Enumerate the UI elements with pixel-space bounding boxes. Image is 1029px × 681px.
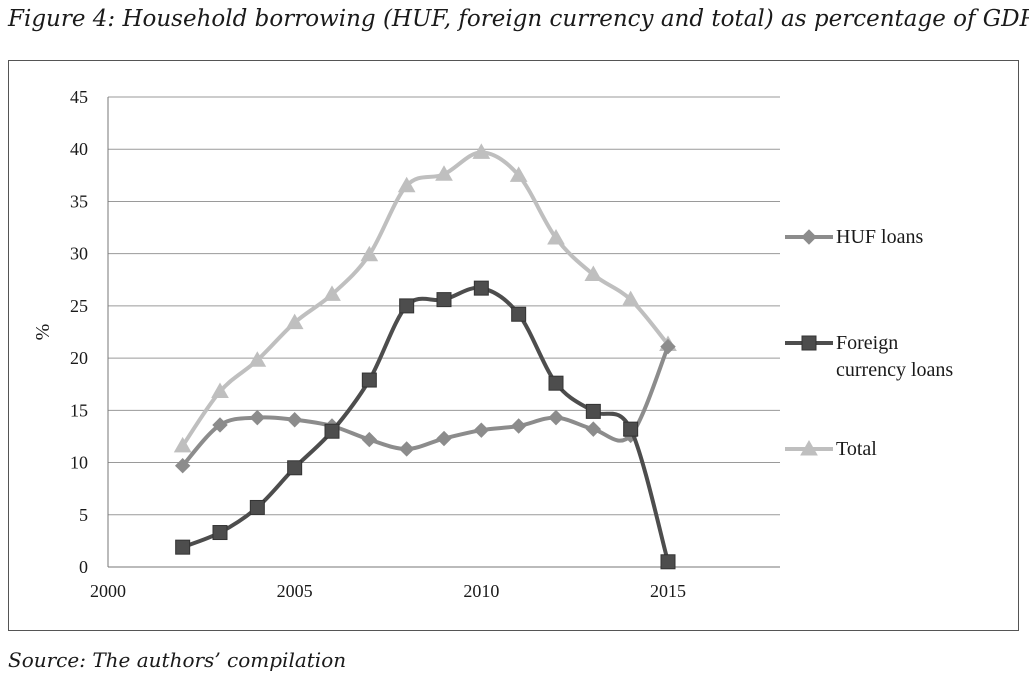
data-point-foreign-currency-loans xyxy=(660,554,676,570)
x-tick-label: 2000 xyxy=(90,581,126,601)
data-point-foreign-currency-loans xyxy=(175,539,191,555)
data-point-huf-loans xyxy=(585,421,602,437)
data-point-huf-loans xyxy=(174,457,191,474)
x-tick-label: 2010 xyxy=(463,581,499,601)
y-tick-label: 40 xyxy=(70,139,88,159)
data-point-huf-loans xyxy=(510,418,527,434)
data-point-foreign-currency-loans xyxy=(511,306,527,322)
data-point-total xyxy=(248,351,267,367)
chart-frame: 0 5 10 15 20 25 30 35 40 45 2000 2005 2010 2015% HUF l… xyxy=(8,60,1019,631)
data-point-huf-loans xyxy=(660,338,676,355)
data-point-total xyxy=(173,436,192,453)
data-point-foreign-currency-loans xyxy=(399,298,415,314)
line-chart: 0 5 10 15 20 25 30 35 40 45 2000 2005 2010 2015% HUF l… xyxy=(32,87,953,601)
y-tick-label: 20 xyxy=(70,348,88,368)
data-point-total xyxy=(435,165,453,181)
y-tick-label: 0 xyxy=(79,557,88,577)
figure-title: Figure 4: Household borrowing (HUF, fore… xyxy=(8,6,1029,32)
data-point-huf-loans xyxy=(286,412,303,428)
legend-label-foreign-currency-loans: Foreign currency loans xyxy=(836,332,953,381)
data-point-foreign-currency-loans xyxy=(548,375,564,391)
data-point-huf-loans xyxy=(249,409,266,426)
data-point-total xyxy=(323,285,341,301)
data-point-foreign-currency-loans xyxy=(361,372,377,388)
data-point-total xyxy=(547,228,565,245)
data-point-total xyxy=(509,166,528,182)
legend-label-total: Total xyxy=(836,438,877,460)
data-point-huf-loans xyxy=(548,409,564,426)
data-point-total xyxy=(472,143,491,159)
data-point-huf-loans xyxy=(473,422,490,438)
legend-marker-huf-loans xyxy=(801,229,817,245)
y-axis-title: % xyxy=(32,324,54,341)
data-point-huf-loans xyxy=(398,441,415,457)
legend-label-huf-loans: HUF loans xyxy=(836,226,923,248)
data-point-foreign-currency-loans xyxy=(212,525,228,541)
figure-source: Source: The authors’ compilation xyxy=(8,648,347,672)
data-point-total xyxy=(360,245,379,262)
data-point-total xyxy=(397,176,416,193)
data-point-foreign-currency-loans xyxy=(287,460,303,476)
data-point-foreign-currency-loans xyxy=(249,499,265,515)
x-tick-label: 2015 xyxy=(650,581,686,601)
data-point-huf-loans xyxy=(436,430,452,447)
legend-marker-total xyxy=(800,439,818,456)
data-point-huf-loans xyxy=(361,431,378,448)
y-tick-label: 45 xyxy=(70,87,88,107)
data-point-total xyxy=(285,313,304,330)
legend-marker-foreign-currency-loans xyxy=(801,335,817,351)
data-point-total xyxy=(584,265,603,282)
y-tick-label: 35 xyxy=(70,191,88,211)
data-point-total xyxy=(621,290,640,307)
data-point-foreign-currency-loans xyxy=(436,292,452,308)
y-tick-label: 25 xyxy=(70,296,88,316)
data-point-foreign-currency-loans xyxy=(473,280,489,296)
y-tick-label: 30 xyxy=(70,244,88,264)
y-tick-label: 5 xyxy=(79,505,88,525)
data-point-foreign-currency-loans xyxy=(623,421,639,437)
y-tick-label: 10 xyxy=(70,453,88,473)
data-point-foreign-currency-loans xyxy=(324,423,340,439)
x-tick-label: 2005 xyxy=(277,581,313,601)
data-point-foreign-currency-loans xyxy=(585,403,601,419)
data-point-huf-loans xyxy=(212,417,228,433)
data-point-total xyxy=(211,382,229,399)
y-tick-label: 15 xyxy=(70,400,88,420)
